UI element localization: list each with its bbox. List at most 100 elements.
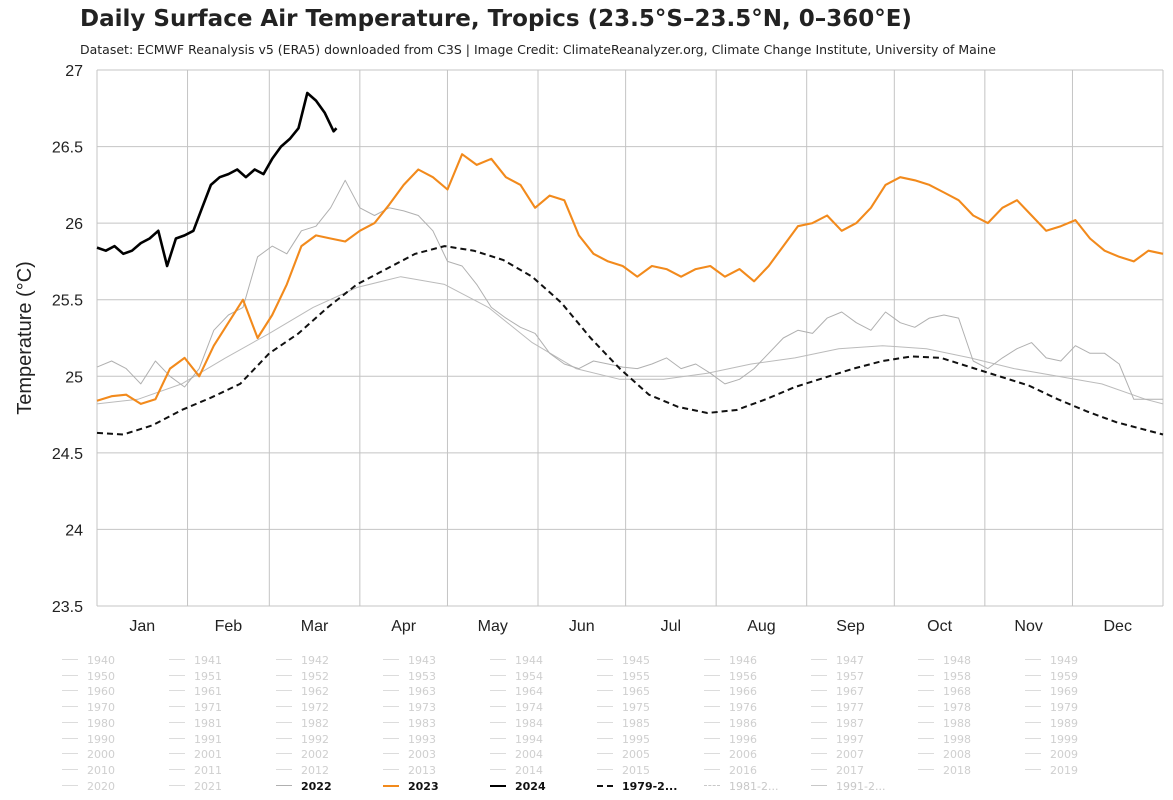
- legend-label: 2010: [87, 763, 115, 777]
- legend-label: 1992: [301, 732, 329, 746]
- legend-swatch: [490, 674, 506, 676]
- legend-label: 1984: [515, 716, 543, 730]
- x-tick-label: Sep: [836, 618, 865, 635]
- legend-label: 1979-2...: [622, 779, 678, 793]
- legend-label: 1957: [836, 669, 864, 683]
- legend-label: 2019: [1050, 763, 1078, 777]
- legend-label: 2016: [729, 763, 757, 777]
- legend-label: 1956: [729, 669, 757, 683]
- legend-label: 1955: [622, 669, 650, 683]
- x-tick-label: Mar: [301, 618, 329, 635]
- legend-label: 2014: [515, 763, 543, 777]
- legend-swatch: [276, 753, 292, 755]
- legend-swatch: [62, 753, 78, 755]
- legend-swatch: [597, 674, 613, 676]
- legend-swatch: [918, 674, 934, 676]
- legend-swatch: [490, 659, 506, 660]
- legend-swatch: [276, 721, 292, 723]
- legend-label: 2003: [408, 748, 436, 762]
- legend-label: 1945: [622, 654, 650, 667]
- legend-label: 1985: [622, 716, 650, 730]
- x-tick-label: Aug: [747, 618, 775, 635]
- legend-label: 1964: [515, 685, 543, 699]
- legend-label: 1983: [408, 716, 436, 730]
- legend-label: 1999: [1050, 732, 1078, 746]
- legend-swatch: [918, 721, 934, 723]
- x-tick-label: Oct: [927, 618, 952, 635]
- legend-swatch: [169, 706, 185, 708]
- legend-swatch: [383, 753, 399, 755]
- legend-label: 1982: [301, 716, 329, 730]
- legend-swatch: [62, 737, 78, 739]
- legend-swatch: [383, 690, 399, 692]
- legend-swatch: [918, 706, 934, 708]
- legend-label: 2001: [194, 748, 222, 762]
- x-tick-label: Apr: [391, 618, 417, 635]
- legend-swatch: [918, 753, 934, 755]
- legend-label: 2004: [515, 748, 543, 762]
- legend-swatch: [704, 706, 720, 708]
- legend-label: 1994: [515, 732, 543, 746]
- legend-swatch: [811, 706, 827, 708]
- legend-swatch: [62, 706, 78, 708]
- legend-label: 2012: [301, 763, 329, 777]
- legend-label: 1948: [943, 654, 971, 667]
- series-line-1979-2: [96, 245, 1164, 436]
- legend-swatch: [276, 674, 292, 676]
- legend-swatch: [490, 784, 506, 787]
- legend-swatch: [597, 690, 613, 692]
- legend-swatch: [597, 706, 613, 708]
- legend-swatch: [597, 753, 613, 755]
- legend-swatch: [1025, 706, 1041, 708]
- legend-label: 1968: [943, 685, 971, 699]
- legend-label: 1951: [194, 669, 222, 683]
- legend-label: 1954: [515, 669, 543, 683]
- x-tick-label: Feb: [215, 618, 243, 635]
- series-line-2024: [96, 91, 338, 268]
- legend-swatch: [1025, 753, 1041, 755]
- legend-swatch: [276, 737, 292, 739]
- legend-swatch: [704, 659, 720, 660]
- legend-swatch: [811, 721, 827, 723]
- legend-swatch: [169, 659, 185, 660]
- legend-swatch: [704, 784, 720, 786]
- legend-label: 2000: [87, 748, 115, 762]
- x-tick-label: Jan: [129, 618, 155, 635]
- legend-label: 1980: [87, 716, 115, 730]
- legend-label: 1963: [408, 685, 436, 699]
- legend-swatch: [490, 737, 506, 739]
- legend-label: 1979: [1050, 701, 1078, 715]
- legend-swatch: [490, 721, 506, 723]
- legend-label: 1970: [87, 701, 115, 715]
- legend-label: 1967: [836, 685, 864, 699]
- legend-label: 1988: [943, 716, 971, 730]
- legend-swatch: [811, 674, 827, 676]
- legend-swatch: [597, 768, 613, 770]
- legend-swatch: [704, 753, 720, 755]
- legend-swatch: [1025, 659, 1041, 660]
- legend-swatch: [597, 784, 613, 787]
- x-tick-label: Dec: [1104, 618, 1132, 635]
- legend-swatch: [276, 659, 292, 660]
- legend-label: 1986: [729, 716, 757, 730]
- legend-swatch: [811, 768, 827, 770]
- legend-label: 1962: [301, 685, 329, 699]
- y-tick-label: 26.5: [52, 140, 83, 157]
- legend-swatch: [169, 690, 185, 692]
- legend-label: 1950: [87, 669, 115, 683]
- legend-label: 2021: [194, 779, 222, 793]
- legend-swatch: [383, 784, 399, 787]
- legend-label: 1991-2...: [836, 779, 886, 793]
- y-tick-label: 25: [65, 369, 83, 386]
- legend-label: 1946: [729, 654, 757, 667]
- legend-label: 1944: [515, 654, 543, 667]
- legend-label: 1969: [1050, 685, 1078, 699]
- chart-subtitle: Dataset: ECMWF Reanalysis v5 (ERA5) down…: [80, 42, 996, 57]
- legend-swatch: [1025, 690, 1041, 692]
- legend-label: 2015: [622, 763, 650, 777]
- legend-label: 1978: [943, 701, 971, 715]
- legend-swatch: [169, 674, 185, 676]
- legend-label: 2008: [943, 748, 971, 762]
- legend-swatch: [490, 768, 506, 770]
- legend-swatch: [1025, 674, 1041, 676]
